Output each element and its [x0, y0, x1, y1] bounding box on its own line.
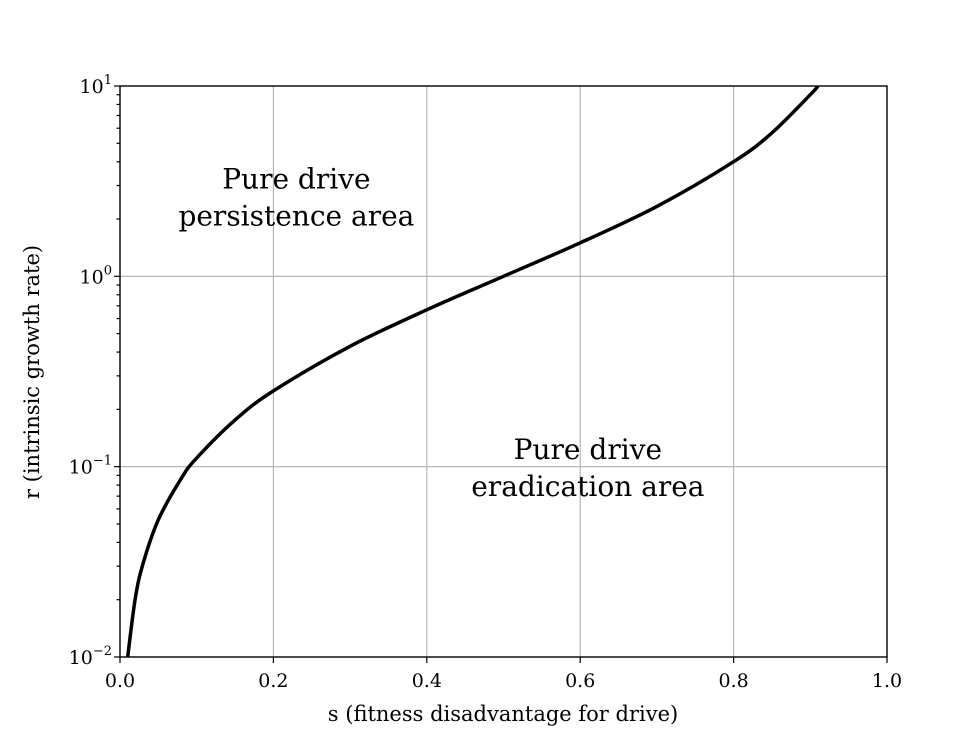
y-tick-exponent: −2 [93, 644, 112, 659]
y-tick-label: 100 [80, 263, 112, 288]
region-annotation: Pure drive [222, 162, 370, 195]
series-layer [125, 86, 820, 657]
x-tick-label: 0.2 [258, 670, 288, 692]
x-axis-label: s (fitness disadvantage for drive) [328, 702, 678, 726]
annotation-layer: Pure drive persistence area Pure drive erad… [178, 162, 704, 502]
y-tick-exponent: 0 [104, 263, 112, 278]
region-annotation: persistence area [178, 199, 414, 232]
y-tick-exponent: 1 [104, 73, 112, 88]
axis-ticks [114, 85, 888, 663]
x-tick-label: 0.0 [105, 670, 135, 692]
y-tick-exponent: −1 [93, 454, 112, 469]
x-tick-label: 0.8 [718, 670, 748, 692]
y-tick-base: 10 [80, 266, 104, 288]
y-tick-label: 10−1 [69, 454, 112, 479]
y-tick-label: 101 [80, 73, 112, 98]
plot-frame [119, 85, 888, 658]
series-line [125, 86, 820, 657]
y-tick-base: 10 [80, 76, 104, 98]
y-tick-label: 10−2 [69, 644, 112, 669]
x-tick-label: 1.0 [872, 670, 902, 692]
y-tick-base: 10 [69, 457, 93, 479]
y-axis-label: r (intrinsic growth rate) [20, 245, 44, 499]
region-annotation: eradication area [471, 470, 704, 503]
x-tick-label: 0.4 [412, 670, 442, 692]
region-annotation: Pure drive [514, 433, 662, 466]
y-tick-base: 10 [69, 647, 93, 669]
x-tick-label: 0.6 [565, 670, 595, 692]
